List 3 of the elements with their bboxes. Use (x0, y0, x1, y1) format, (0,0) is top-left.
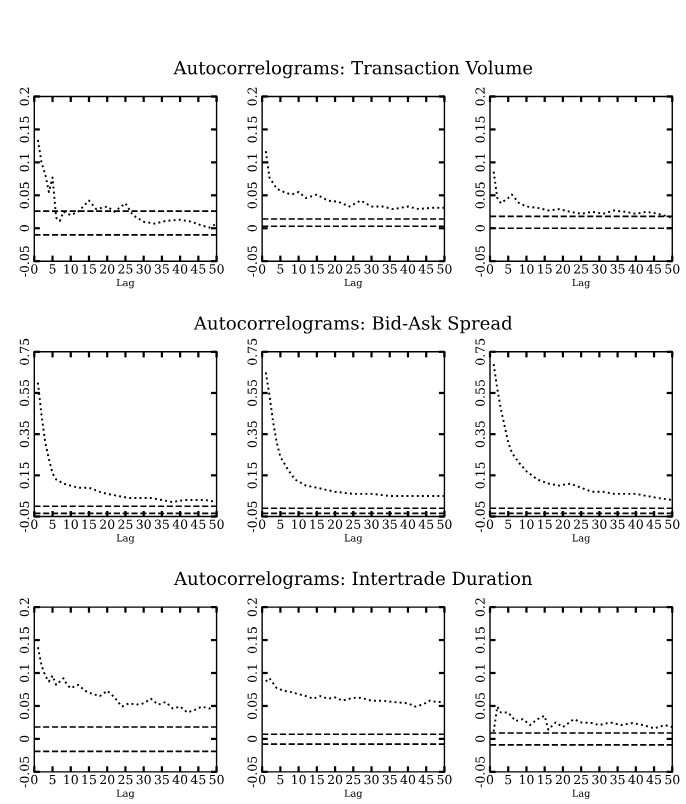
chart-title: Autocorrelograms: Transaction Volume (173, 60, 533, 79)
chart-title: Autocorrelograms: Intertrade Duration (173, 571, 533, 589)
chart-title: Autocorrelograms: Bid-Ask Spread (193, 315, 513, 334)
